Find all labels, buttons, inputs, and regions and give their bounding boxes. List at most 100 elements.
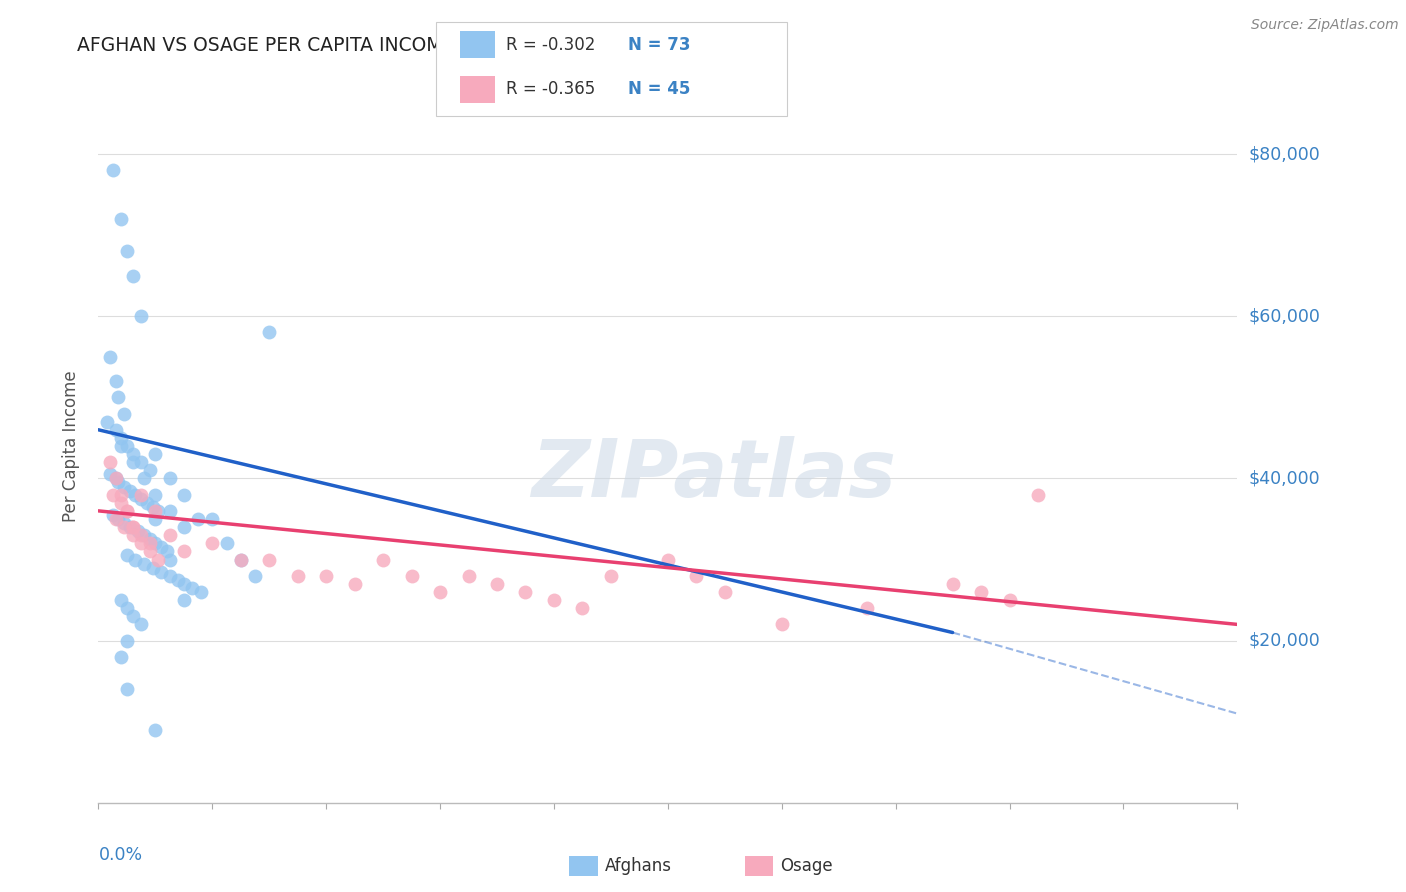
Point (104, 512, 127, 526)
Text: N = 73: N = 73 (628, 36, 690, 54)
Point (132, 471, 155, 485)
Point (159, 528, 181, 542)
Point (124, 488, 146, 502)
Point (96, 415, 118, 429)
Point (115, 504, 138, 518)
Point (115, 549, 138, 563)
Point (124, 552, 146, 566)
Point (129, 310, 152, 324)
Text: Osage: Osage (780, 857, 832, 875)
Point (138, 463, 160, 477)
Point (132, 528, 155, 542)
Point (112, 479, 135, 493)
Point (138, 536, 160, 550)
Point (150, 565, 173, 579)
Text: $80,000: $80,000 (1249, 145, 1320, 163)
Text: 0.0%: 0.0% (98, 846, 142, 863)
Point (98, 467, 121, 482)
Text: N = 45: N = 45 (628, 80, 690, 98)
Point (215, 536, 238, 550)
Point (173, 488, 195, 502)
Point (129, 455, 152, 469)
Point (112, 520, 135, 534)
Point (115, 244, 138, 259)
Point (173, 577, 195, 591)
Point (486, 577, 509, 591)
Point (159, 504, 181, 518)
Point (429, 585, 451, 599)
Point (259, 552, 281, 566)
Text: R = -0.302: R = -0.302 (506, 36, 596, 54)
Text: Source: ZipAtlas.com: Source: ZipAtlas.com (1251, 18, 1399, 32)
Text: $40,000: $40,000 (1249, 469, 1320, 487)
Text: AFGHAN VS OSAGE PER CAPITA INCOME CORRELATION CHART: AFGHAN VS OSAGE PER CAPITA INCOME CORREL… (77, 36, 664, 54)
Point (121, 520, 143, 534)
Point (229, 552, 252, 566)
Point (515, 585, 537, 599)
Point (190, 585, 212, 599)
Point (118, 483, 141, 498)
Y-axis label: Per Capita Income: Per Capita Income (62, 370, 80, 522)
Point (856, 601, 879, 615)
Point (98, 350, 121, 364)
Point (201, 536, 224, 550)
Point (104, 374, 127, 388)
Point (181, 581, 204, 595)
Point (115, 504, 138, 518)
Point (159, 568, 181, 582)
Point (1026, 488, 1049, 502)
Point (714, 585, 737, 599)
Point (101, 508, 124, 522)
Point (600, 568, 623, 582)
Point (115, 633, 138, 648)
Text: $20,000: $20,000 (1249, 632, 1320, 649)
Point (998, 593, 1021, 607)
Point (138, 544, 160, 558)
Point (129, 528, 152, 542)
Point (110, 439, 132, 453)
Point (121, 528, 143, 542)
Point (148, 552, 170, 566)
Point (141, 560, 163, 574)
Point (110, 211, 132, 226)
Point (457, 568, 479, 582)
Point (118, 520, 141, 534)
Point (571, 601, 593, 615)
Point (657, 552, 679, 566)
Point (132, 557, 155, 571)
Point (121, 455, 143, 469)
Point (145, 447, 167, 461)
Point (101, 488, 124, 502)
Point (145, 512, 167, 526)
Point (145, 536, 167, 550)
Point (287, 568, 309, 582)
Point (110, 431, 132, 445)
Point (129, 488, 152, 502)
Point (229, 552, 252, 566)
Point (104, 471, 127, 485)
Point (110, 496, 132, 510)
Text: Afghans: Afghans (605, 857, 672, 875)
Point (121, 609, 143, 624)
Point (942, 577, 965, 591)
Point (145, 723, 167, 737)
Point (187, 512, 209, 526)
Text: R = -0.365: R = -0.365 (506, 80, 595, 98)
Point (315, 568, 337, 582)
Text: ZIPatlas: ZIPatlas (531, 435, 896, 514)
Point (770, 617, 793, 632)
Point (159, 471, 181, 485)
Point (98, 455, 121, 469)
Point (156, 544, 179, 558)
Point (173, 544, 195, 558)
Point (107, 475, 129, 490)
Point (107, 390, 129, 404)
Point (115, 601, 138, 615)
Point (129, 491, 152, 506)
Point (159, 552, 181, 566)
Point (167, 573, 190, 587)
Point (129, 536, 152, 550)
Point (685, 568, 707, 582)
Text: $60,000: $60,000 (1249, 307, 1320, 326)
Point (543, 593, 565, 607)
